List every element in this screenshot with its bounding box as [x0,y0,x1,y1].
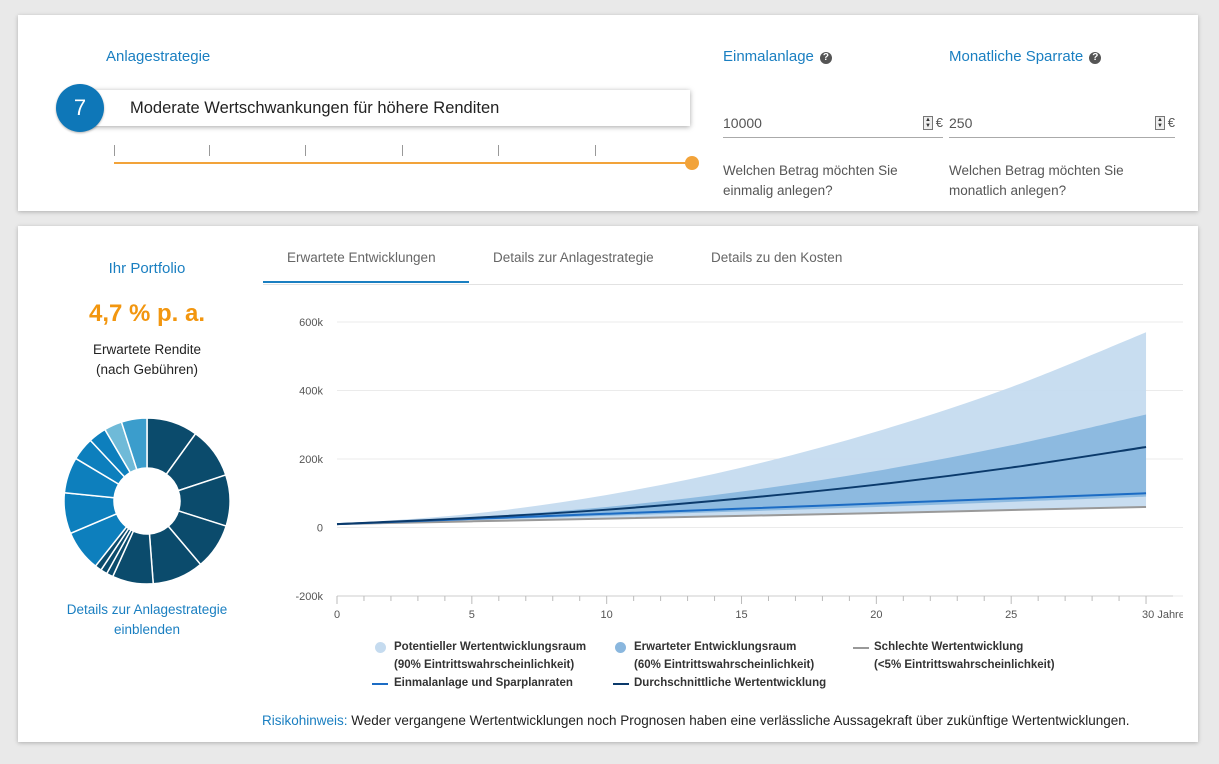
strategy-settings-card: Anlagestrategie 7 Moderate Wertschwankun… [18,15,1198,211]
one-time-input[interactable]: 10000 ▲ ▼ € [723,109,943,138]
one-time-value: 10000 [723,115,762,131]
legend-swatch-payments [372,683,388,685]
monthly-input[interactable]: 250 ▲ ▼ € [949,109,1175,138]
legend-swatch-average [613,683,629,685]
details-link-line1: Details zur Anlagestrategie [66,602,228,617]
strategy-heading: Anlagestrategie [106,48,211,65]
legend-payments: Einmalanlage und Sparplanraten [394,677,573,689]
legend-potential-line2: (90% Eintrittswahrscheinlichkeit) [394,659,575,671]
expected-return-value: 4,7 % p. a. [88,300,206,327]
y-tick-label: 600k [299,317,323,329]
details-link-line2: einblenden [113,622,181,637]
return-label-line1: Erwartete Rendite [92,342,202,357]
slider-handle[interactable] [685,156,699,170]
legend-potential-line1: Potentieller Wertentwicklungsraum [394,641,587,653]
legend-expected: Erwarteter Entwicklungsraum (60% Eintrit… [634,638,814,674]
stepper-icon[interactable]: ▲ ▼ [923,116,933,130]
strategy-level-badge: 7 [56,84,104,132]
return-label-line2: (nach Gebühren) [95,362,199,377]
legend-bad-line2: (<5% Eintrittswahrscheinlichkeit) [874,659,1055,671]
y-tick-label: -200k [295,591,323,603]
monthly-heading: Monatliche Sparrate? [949,48,1102,65]
y-tick-label: 200k [299,454,323,466]
expected-return-label: Erwartete Rendite (nach Gebühren) [18,340,276,380]
line-payments [336,492,1147,526]
help-icon[interactable]: ? [1089,52,1102,64]
slider-tick [402,145,403,156]
tab-bar: Erwartete Entwicklungen Details zur Anla… [263,244,1183,285]
legend-bad: Schlechte Wertentwicklung (<5% Eintritts… [874,638,1055,674]
stepper-icon[interactable]: ▲ ▼ [1155,116,1165,130]
portfolio-card: Ihr Portfolio 4,7 % p. a. Erwartete Rend… [18,226,1198,742]
band-expected-range [337,414,1147,525]
strategy-description: Moderate Wertschwankungen für höhere Ren… [88,90,690,126]
x-tick-label: 30 Jahre [1142,609,1183,621]
line-average-development [336,446,1147,526]
one-time-help: Welchen Betrag möchten Sie einmalig anle… [723,163,898,198]
donut-slice [120,417,148,471]
monthly-value: 250 [949,115,973,131]
x-tick-label: 15 [735,609,747,621]
development-chart: -200k 0 200k 400k 600k 0 5 10 15 20 25 30 Jahre [295,317,1183,621]
portfolio-donut-chart [63,417,231,585]
legend-average: Durchschnittliche Wertentwicklung [634,677,827,689]
active-tab-indicator [263,281,469,283]
slider-tick [305,145,306,156]
x-tick-label: 5 [469,609,475,621]
legend-expected-line2: (60% Eintrittswahrscheinlichkeit) [634,659,815,671]
one-time-heading-label: Einmalanlage [723,48,814,65]
risk-notice-label: Risikohinweis: [262,713,348,728]
legend-potential: Potentieller Wertentwicklungsraum (90% E… [394,638,586,674]
x-tick-label: 20 [870,609,882,621]
line-bad-development [336,505,1147,526]
risk-notice: Risikohinweis: Weder vergangene Wertentw… [262,713,1130,728]
monthly-heading-label: Monatliche Sparrate [949,48,1084,65]
one-time-heading: Einmalanlage? [723,48,832,65]
show-strategy-details-link[interactable]: Details zur Anlagestrategie einblenden [18,600,276,640]
portfolio-title: Ihr Portfolio [108,260,186,277]
legend-expected-line1: Erwarteter Entwicklungsraum [634,641,797,653]
slider-tick [114,145,115,156]
tab-strategy-details[interactable]: Details zur Anlagestrategie [493,250,654,265]
legend-swatch-potential [375,642,386,653]
legend-bad-line1: Schlechte Wertentwicklung [874,641,1024,653]
legend-swatch-bad [853,647,869,649]
x-tick-label: 10 [601,609,613,621]
tab-cost-details[interactable]: Details zu den Kosten [711,250,843,265]
slider-tick [498,145,499,156]
tab-expected-developments[interactable]: Erwartete Entwicklungen [287,250,436,265]
slider-tick [209,145,210,156]
currency-unit: € [1167,115,1175,130]
y-tick-label: 0 [317,523,323,535]
legend-swatch-expected [615,642,626,653]
currency-unit: € [935,115,943,130]
risk-notice-text: Weder vergangene Wertentwicklungen noch … [351,713,1130,728]
slider-track[interactable] [114,162,692,164]
x-tick-label: 25 [1005,609,1017,621]
y-tick-label: 400k [299,386,323,398]
slider-tick [595,145,596,156]
x-tick-label: 0 [334,609,340,621]
monthly-help: Welchen Betrag möchten Sie monatlich anl… [949,163,1124,198]
help-icon[interactable]: ? [819,52,832,64]
